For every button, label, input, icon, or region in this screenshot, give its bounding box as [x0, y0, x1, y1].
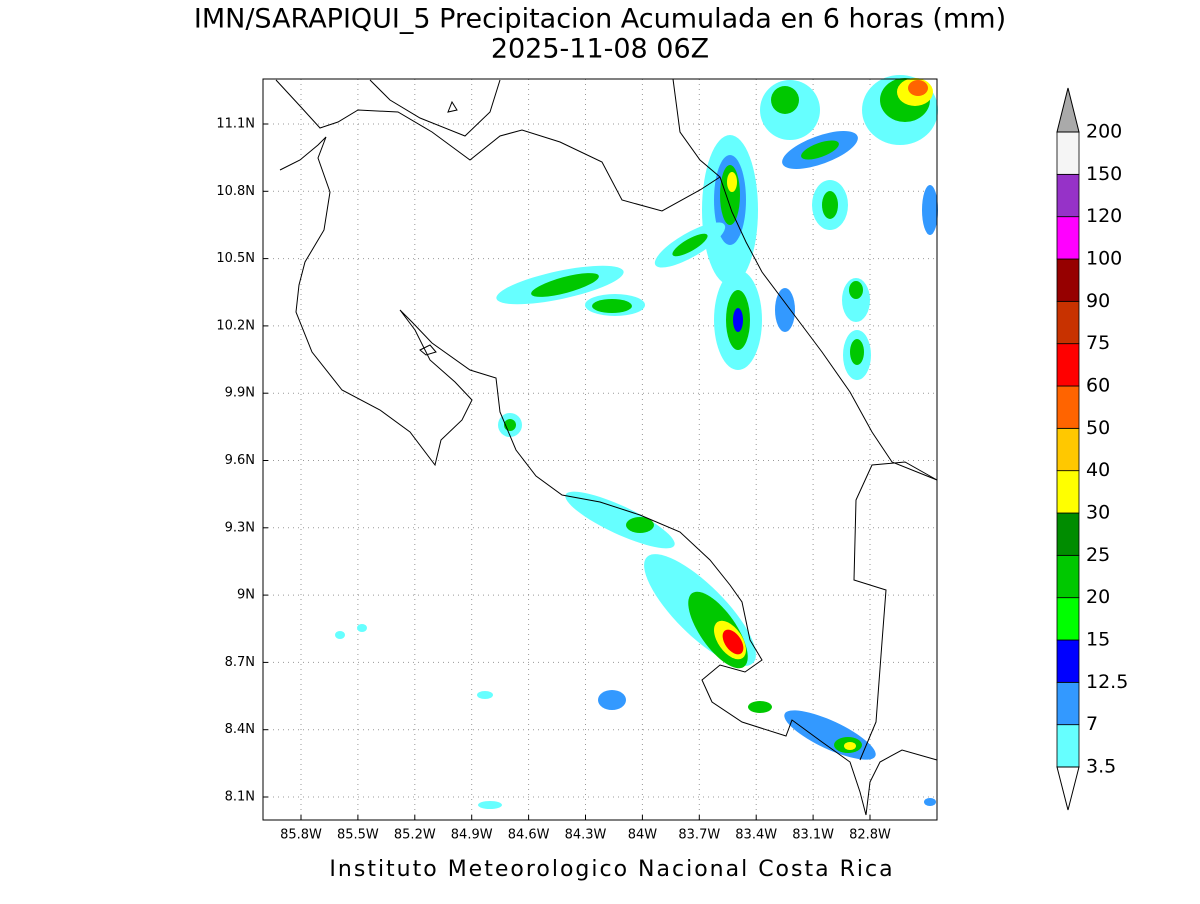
colorbar-label: 7	[1086, 713, 1098, 735]
lat-label: 8.1N	[225, 790, 255, 805]
lat-label: 10.2N	[216, 318, 255, 333]
colorbar-segment	[1056, 512, 1080, 556]
colorbar-label: 200	[1086, 121, 1122, 143]
colorbar-label: 15	[1086, 629, 1110, 651]
lat-label: 8.4N	[225, 722, 255, 737]
colorbar-segment	[1056, 639, 1080, 683]
lon-label: 84.9W	[451, 828, 493, 843]
lon-label: 83.7W	[678, 828, 720, 843]
colorbar-label: 20	[1086, 586, 1110, 608]
colorbar-segment	[1056, 724, 1080, 768]
colorbar-segment	[1056, 681, 1080, 726]
lon-label: 83.1W	[792, 828, 834, 843]
footer: Instituto Meteorologico Nacional Costa R…	[329, 857, 894, 882]
lon-label: 84.3W	[565, 828, 607, 843]
precipitation	[335, 75, 938, 809]
lat-label: 11.1N	[216, 117, 255, 132]
lat-label: 9N	[237, 588, 255, 603]
lat-label: 9.9N	[225, 386, 255, 401]
lon-label: 83.4W	[735, 828, 777, 843]
grid	[263, 79, 937, 820]
subtitle: 2025-11-08 06Z	[491, 34, 709, 65]
colorbar: 3.5 7 12.5 15 20 25 30 40 50 60 75 90 100 120 150 200	[1056, 87, 1128, 811]
colorbar-label: 50	[1086, 417, 1110, 439]
colorbar-segment	[1056, 597, 1080, 641]
title: IMN/SARAPIQUI_5 Precipitacion Acumulada …	[194, 4, 1006, 35]
colorbar-segment	[1056, 216, 1080, 260]
colorbar-label: 12.5	[1086, 671, 1128, 693]
colorbar-segment	[1056, 427, 1080, 472]
lat-label: 9.6N	[225, 453, 255, 468]
colorbar-segment	[1056, 470, 1080, 514]
lon-label: 82.8W	[849, 828, 891, 843]
colorbar-segment	[1056, 385, 1080, 429]
lon-label: 84.6W	[508, 828, 550, 843]
colorbar-segment	[1056, 554, 1080, 599]
lon-label: 85.8W	[280, 828, 322, 843]
colorbar-label: 3.5	[1086, 756, 1116, 778]
lat-label: 8.7N	[225, 655, 255, 670]
colorbar-label: 90	[1086, 290, 1110, 312]
colorbar-above	[1056, 87, 1080, 133]
colorbar-label: 150	[1086, 163, 1122, 185]
lon-label: 85.2W	[394, 828, 436, 843]
colorbar-segment	[1056, 131, 1080, 175]
colorbar-label: 60	[1086, 375, 1110, 397]
colorbar-label: 75	[1086, 332, 1110, 354]
colorbar-segment	[1056, 258, 1080, 302]
colorbar-below	[1056, 766, 1080, 811]
axis-labels: 11.1N 10.8N 10.5N 10.2N 9.9N 9.6N 9.3N 9N 8.7N 8.…	[216, 117, 891, 843]
lat-label: 10.5N	[216, 251, 255, 266]
colorbar-segment	[1056, 343, 1080, 387]
colorbar-segment	[1056, 173, 1080, 218]
colorbar-label: 100	[1086, 248, 1122, 270]
colorbar-label: 25	[1086, 544, 1110, 566]
colorbar-segment	[1056, 300, 1080, 345]
lon-label: 85.5W	[337, 828, 379, 843]
lat-label: 10.8N	[216, 184, 255, 199]
coastlines	[275, 78, 938, 816]
lon-label: 84W	[628, 828, 658, 843]
map-frame	[262, 78, 938, 821]
colorbar-label: 120	[1086, 205, 1122, 227]
lat-label: 9.3N	[225, 520, 255, 535]
colorbar-label: 30	[1086, 502, 1110, 524]
colorbar-label: 40	[1086, 459, 1110, 481]
